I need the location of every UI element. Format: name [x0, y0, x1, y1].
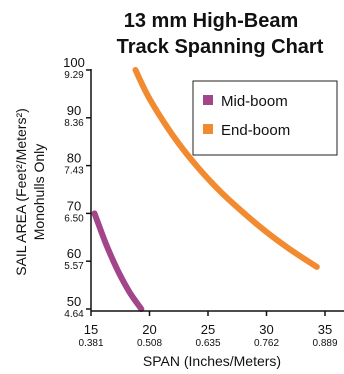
- legend-box: [192, 80, 338, 156]
- y-tick-sublabel-60: 5.57: [64, 261, 84, 272]
- x-tick-label-30: 30: [259, 322, 273, 337]
- tick-labels: 150.381200.508250.635300.762350.889401.0…: [63, 55, 338, 349]
- x-tick-sublabel-25: 0.635: [195, 338, 220, 349]
- x-tick-sublabel-30: 0.762: [254, 338, 279, 349]
- y-axis-label-line-2: Monohulls Only: [31, 144, 47, 241]
- y-tick-sublabel-80: 7.43: [64, 166, 84, 177]
- y-tick-label-60: 60: [67, 246, 81, 261]
- x-tick-label-20: 20: [142, 322, 156, 337]
- legend-swatch-mid-boom: [203, 95, 213, 105]
- y-tick-label-70: 70: [67, 198, 81, 213]
- series-line-mid-boom: [91, 210, 145, 312]
- legend-swatch-end-boom: [203, 124, 213, 134]
- series-line-end-boom: [132, 67, 320, 270]
- legend-label-mid-boom: Mid-boom: [221, 93, 288, 110]
- x-tick-sublabel-35: 0.889: [312, 338, 337, 349]
- x-tick-sublabel-15: 0.381: [78, 338, 103, 349]
- y-tick-label-50: 50: [67, 294, 81, 309]
- y-tick-sublabel-90: 8.36: [64, 118, 84, 129]
- legend-label-end-boom: End-boom: [221, 122, 290, 139]
- x-tick-label-35: 35: [318, 322, 332, 337]
- x-tick-label-25: 25: [201, 322, 215, 337]
- y-tick-sublabel-100: 9.29: [64, 70, 84, 81]
- plot-area: [91, 67, 320, 312]
- x-tick-sublabel-20: 0.508: [137, 338, 162, 349]
- chart-title-line-2: Track Spanning Chart: [117, 36, 324, 58]
- y-tick-label-100: 100: [63, 55, 85, 70]
- y-axis-label-line-1: SAIL AREA (Feet²/Meters²): [13, 108, 29, 276]
- y-tick-label-90: 90: [67, 103, 81, 118]
- x-tick-label-15: 15: [84, 322, 98, 337]
- y-tick-sublabel-50: 4.64: [64, 309, 84, 320]
- y-tick-label-80: 80: [67, 151, 81, 166]
- chart-title-line-1: 13 mm High-Beam: [124, 10, 299, 32]
- y-tick-sublabel-70: 6.50: [64, 213, 84, 224]
- x-axis-label: SPAN (Inches/Meters): [143, 353, 281, 369]
- legend: Mid-boom End-boom: [192, 80, 338, 156]
